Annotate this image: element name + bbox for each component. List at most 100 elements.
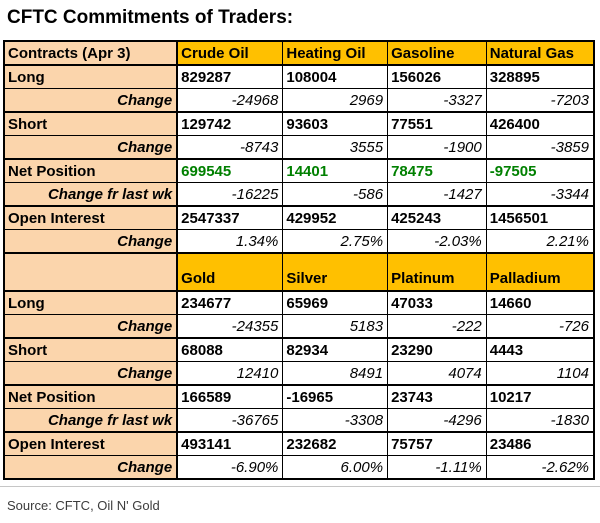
value-cell: 78475 — [387, 158, 487, 183]
column-header: Gasoline — [387, 40, 487, 66]
section-header-label — [3, 252, 179, 292]
value-cell: 234677 — [176, 290, 284, 315]
value-cell: -2.62% — [485, 455, 595, 480]
table-row: Change fr last wk -16225 -586 -1427 -3344 — [3, 182, 595, 207]
value-cell: -24355 — [176, 314, 284, 339]
value-cell: 129742 — [176, 111, 284, 136]
value-cell: -36765 — [176, 408, 284, 433]
row-label: Change fr last wk — [3, 408, 179, 433]
value-cell: 328895 — [485, 64, 595, 89]
value-cell: -222 — [387, 314, 487, 339]
source-note: Source: CFTC, Oil N' Gold — [7, 498, 160, 513]
table-row: Long 234677 65969 47033 14660 — [3, 290, 595, 315]
column-header: Palladium — [485, 252, 595, 292]
table-row: Long 829287 108004 156026 328895 — [3, 64, 595, 89]
value-cell: -8743 — [176, 135, 284, 160]
value-cell: -16965 — [282, 384, 389, 409]
row-label: Change — [3, 455, 179, 480]
value-cell: 65969 — [282, 290, 389, 315]
value-cell: 23290 — [387, 337, 487, 362]
table-row: Change -8743 3555 -1900 -3859 — [3, 135, 595, 160]
table-row: Short 68088 82934 23290 4443 — [3, 337, 595, 362]
column-header: Heating Oil — [282, 40, 389, 66]
value-cell: 425243 — [387, 205, 487, 230]
row-label: Net Position — [3, 158, 179, 183]
value-cell: -726 — [485, 314, 595, 339]
row-label: Change — [3, 361, 179, 386]
value-cell: -586 — [282, 182, 389, 207]
value-cell: 2969 — [282, 88, 389, 113]
value-cell: 82934 — [282, 337, 389, 362]
section-header-label: Contracts (Apr 3) — [3, 40, 179, 66]
value-cell: 493141 — [176, 431, 284, 456]
value-cell: 10217 — [485, 384, 595, 409]
section-header-row: Contracts (Apr 3) Crude Oil Heating Oil Gas… — [3, 40, 595, 66]
value-cell: -4296 — [387, 408, 487, 433]
value-cell: 2547337 — [176, 205, 284, 230]
value-cell: 1456501 — [485, 205, 595, 230]
value-cell: -3344 — [485, 182, 595, 207]
value-cell: 75757 — [387, 431, 487, 456]
value-cell: 5183 — [282, 314, 389, 339]
value-cell: 429952 — [282, 205, 389, 230]
value-cell: -1427 — [387, 182, 487, 207]
value-cell: 108004 — [282, 64, 389, 89]
value-cell: -2.03% — [387, 229, 487, 254]
column-header: Crude Oil — [176, 40, 284, 66]
table-row: Short 129742 93603 77551 426400 — [3, 111, 595, 136]
value-cell: 3555 — [282, 135, 389, 160]
value-cell: -1900 — [387, 135, 487, 160]
value-cell: 14660 — [485, 290, 595, 315]
column-header: Natural Gas — [485, 40, 595, 66]
value-cell: 23486 — [485, 431, 595, 456]
table-row: Change -24968 2969 -3327 -7203 — [3, 88, 595, 113]
row-label: Change — [3, 135, 179, 160]
value-cell: -7203 — [485, 88, 595, 113]
table-row: Change -6.90% 6.00% -1.11% -2.62% — [3, 455, 595, 480]
value-cell: 68088 — [176, 337, 284, 362]
value-cell: 2.75% — [282, 229, 389, 254]
row-label: Change — [3, 88, 179, 113]
value-cell: 14401 — [282, 158, 389, 183]
column-header: Gold — [176, 252, 284, 292]
table-row: Change 12410 8491 4074 1104 — [3, 361, 595, 386]
value-cell: 829287 — [176, 64, 284, 89]
row-label: Net Position — [3, 384, 179, 409]
table-row: Net Position 699545 14401 78475 -97505 — [3, 158, 595, 183]
table-row: Open Interest 2547337 429952 425243 1456501 — [3, 205, 595, 230]
row-label: Open Interest — [3, 205, 179, 230]
table-row: Net Position 166589 -16965 23743 10217 — [3, 384, 595, 409]
value-cell: 12410 — [176, 361, 284, 386]
value-cell: -16225 — [176, 182, 284, 207]
value-cell: 47033 — [387, 290, 487, 315]
row-label: Long — [3, 290, 179, 315]
value-cell: -1830 — [485, 408, 595, 433]
row-label: Open Interest — [3, 431, 179, 456]
value-cell: 4074 — [387, 361, 487, 386]
column-header: Silver — [282, 252, 389, 292]
value-cell: 426400 — [485, 111, 595, 136]
page-title: CFTC Commitments of Traders: — [7, 7, 294, 28]
value-cell: 232682 — [282, 431, 389, 456]
value-cell: 8491 — [282, 361, 389, 386]
value-cell: 23743 — [387, 384, 487, 409]
value-cell: -3859 — [485, 135, 595, 160]
value-cell: -1.11% — [387, 455, 487, 480]
value-cell: 699545 — [176, 158, 284, 183]
value-cell: -3308 — [282, 408, 389, 433]
value-cell: -24968 — [176, 88, 284, 113]
table-row: Open Interest 493141 232682 75757 23486 — [3, 431, 595, 456]
value-cell: 156026 — [387, 64, 487, 89]
value-cell: 166589 — [176, 384, 284, 409]
value-cell: -97505 — [485, 158, 595, 183]
table-row: Change fr last wk -36765 -3308 -4296 -1830 — [3, 408, 595, 433]
table-row: Change -24355 5183 -222 -726 — [3, 314, 595, 339]
value-cell: -3327 — [387, 88, 487, 113]
section-header-row: Gold Silver Platinum Palladium — [3, 252, 595, 292]
value-cell: 2.21% — [485, 229, 595, 254]
value-cell: 93603 — [282, 111, 389, 136]
value-cell: 6.00% — [282, 455, 389, 480]
value-cell: 4443 — [485, 337, 595, 362]
row-label: Change — [3, 314, 179, 339]
value-cell: 1104 — [485, 361, 595, 386]
